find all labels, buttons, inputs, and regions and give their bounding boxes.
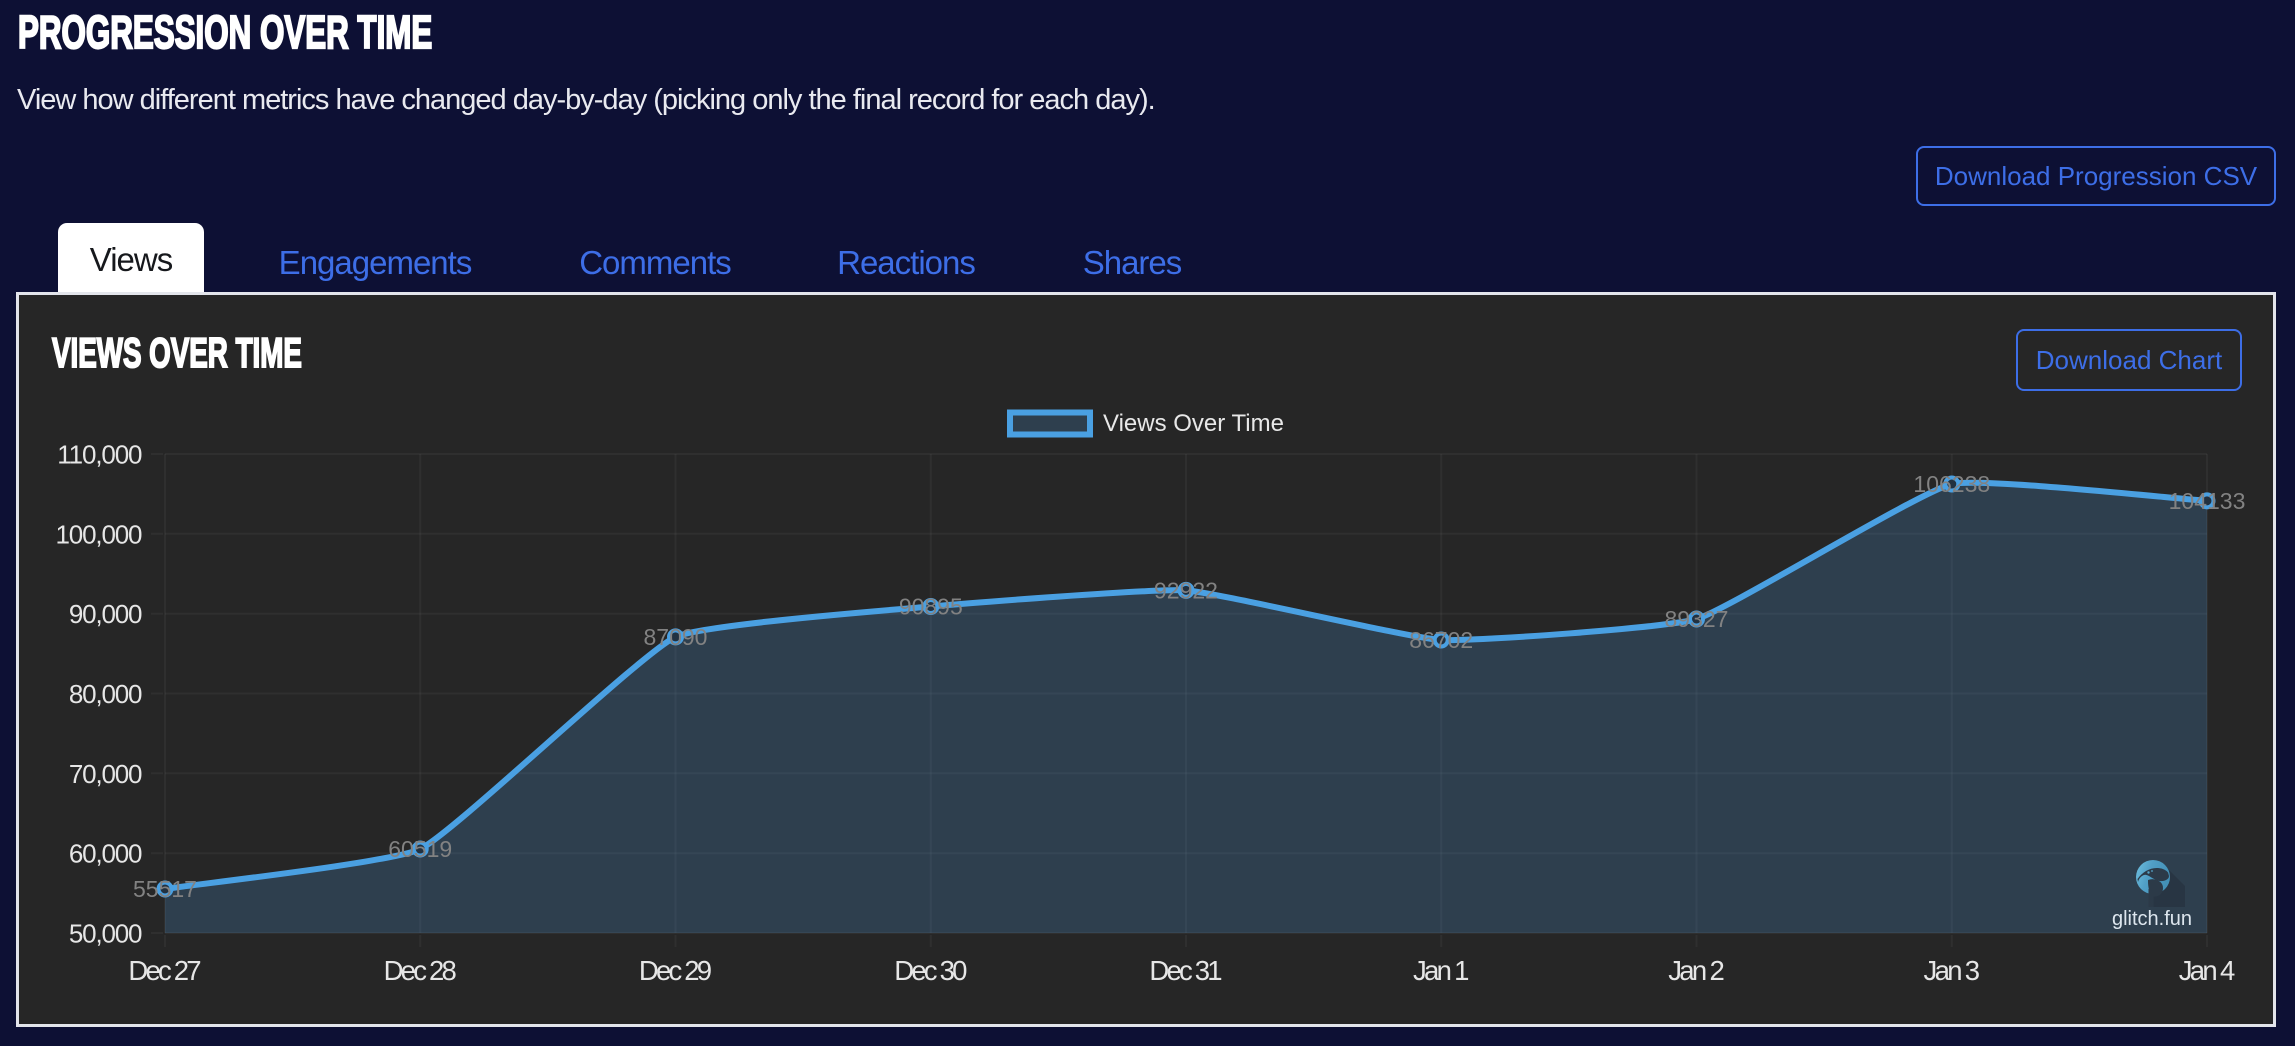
svg-text:90895: 90895 <box>899 594 963 620</box>
svg-text:104133: 104133 <box>2169 488 2246 514</box>
svg-text:Jan 1: Jan 1 <box>1413 955 1470 986</box>
svg-text:110,000: 110,000 <box>57 440 142 470</box>
svg-text:Dec 27: Dec 27 <box>128 955 201 986</box>
svg-text:86702: 86702 <box>1409 627 1473 653</box>
svg-text:89327: 89327 <box>1665 606 1729 632</box>
svg-text:Dec 28: Dec 28 <box>384 955 457 986</box>
svg-text:87090: 87090 <box>644 624 708 650</box>
svg-text:90,000: 90,000 <box>69 599 143 629</box>
svg-text:Jan 4: Jan 4 <box>2179 955 2236 986</box>
svg-text:106238: 106238 <box>1913 471 1990 497</box>
svg-text:Views Over Time: Views Over Time <box>1103 410 1284 437</box>
svg-text:Dec 29: Dec 29 <box>639 955 712 986</box>
svg-text:50,000: 50,000 <box>69 919 143 949</box>
svg-text:glitch.fun: glitch.fun <box>2112 908 2192 930</box>
svg-text:Jan 3: Jan 3 <box>1924 955 1981 986</box>
svg-text:92922: 92922 <box>1154 577 1218 603</box>
svg-text:55517: 55517 <box>133 876 197 902</box>
svg-text:Dec 30: Dec 30 <box>894 955 967 986</box>
svg-text:Dec 31: Dec 31 <box>1149 955 1222 986</box>
svg-text:80,000: 80,000 <box>69 679 143 709</box>
svg-text:60,000: 60,000 <box>69 839 143 869</box>
svg-text:Jan 2: Jan 2 <box>1668 955 1725 986</box>
svg-text:100,000: 100,000 <box>56 519 143 549</box>
svg-text:70,000: 70,000 <box>69 759 143 789</box>
svg-text:60519: 60519 <box>388 836 452 862</box>
